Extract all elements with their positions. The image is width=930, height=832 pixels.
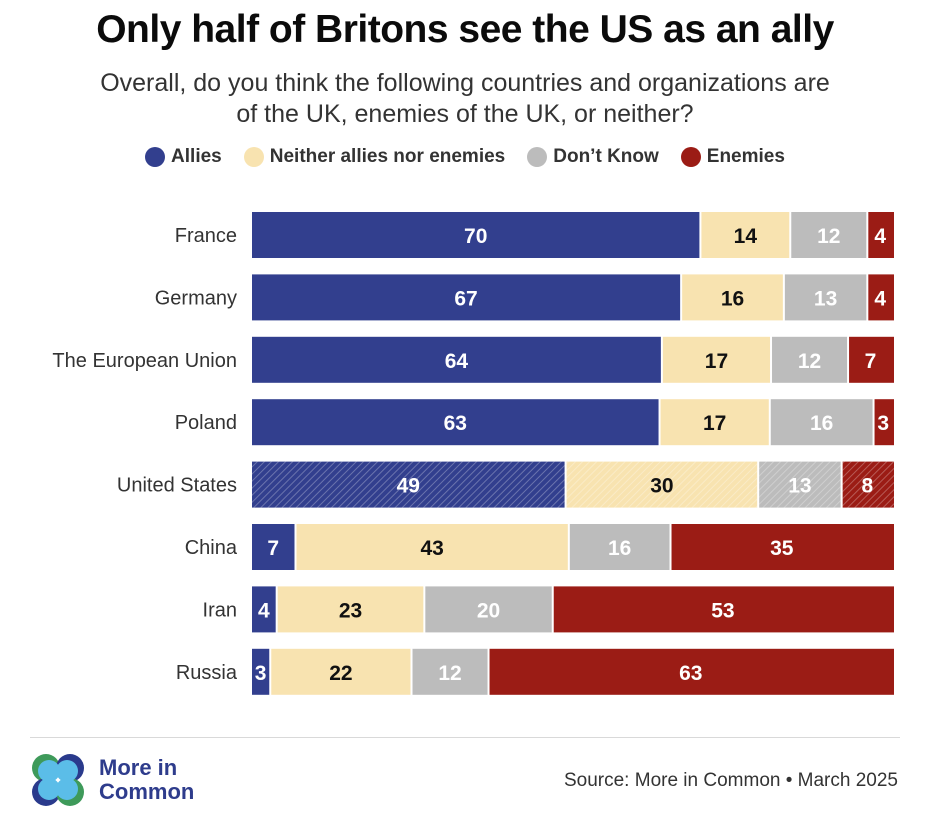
data-label-united-states-enemies: 8 xyxy=(861,475,873,498)
data-label-china-allies: 7 xyxy=(267,537,279,560)
chart-title: Only half of Britons see the US as an al… xyxy=(96,8,834,51)
data-label-united-states-don-t-know: 13 xyxy=(788,475,811,498)
bar-hatch-united-states-enemies xyxy=(842,461,894,508)
data-label-germany-don-t-know: 13 xyxy=(814,287,837,310)
legend-label-allies: Allies xyxy=(171,146,222,167)
legend-item-dont-know: Don’t Know xyxy=(527,146,659,168)
bar-russia-enemies xyxy=(489,648,894,695)
data-label-the-european-union-enemies: 7 xyxy=(865,350,877,373)
data-label-poland-enemies: 3 xyxy=(877,412,889,435)
bar-poland-allies xyxy=(252,399,659,446)
data-label-iran-enemies: 53 xyxy=(711,599,734,622)
bar-france-allies xyxy=(252,212,700,258)
logo-line-1: More in xyxy=(99,755,178,780)
data-label-poland-neither-allies-nor-enemies: 17 xyxy=(703,412,726,435)
data-label-the-european-union-don-t-know: 12 xyxy=(798,350,821,373)
data-label-iran-allies: 4 xyxy=(258,599,270,622)
data-label-china-enemies: 35 xyxy=(770,537,794,560)
data-label-the-european-union-allies: 64 xyxy=(445,350,469,373)
legend-label-dont-know: Don’t Know xyxy=(553,146,659,167)
bar-germany-don-t-know xyxy=(784,274,867,321)
source-note: Source: More in Common • March 2025 xyxy=(563,770,898,791)
legend-item-enemies: Enemies xyxy=(680,146,785,168)
legend-label-neither: Neither allies nor enemies xyxy=(269,146,506,167)
bar-china-enemies xyxy=(671,524,894,570)
bar-poland-neither-allies-nor-enemies xyxy=(660,399,769,446)
bar-russia-don-t-know xyxy=(412,648,488,695)
data-label-iran-don-t-know: 20 xyxy=(477,599,500,622)
data-label-russia-neither-allies-nor-enemies: 22 xyxy=(329,662,352,685)
stacked-bar-chart: France 70 14 12 4 Germany 67 16 13 4 The European … xyxy=(52,212,894,695)
bar-iran-don-t-know xyxy=(425,586,552,633)
category-label-united-states: United States xyxy=(117,475,237,497)
bar-china-neither-allies-nor-enemies xyxy=(296,524,568,570)
subtitle-line-2: of the UK, enemies of the UK, or neither… xyxy=(236,100,694,128)
legend-label-enemies: Enemies xyxy=(706,146,785,167)
bar-france-neither-allies-nor-enemies xyxy=(701,212,790,258)
bar-france-enemies xyxy=(868,212,894,258)
bar-hatch-united-states-allies xyxy=(252,461,565,508)
data-label-united-states-allies: 49 xyxy=(397,475,420,498)
bar-the-european-union-neither-allies-nor-enemies xyxy=(662,336,771,383)
more-in-common-logo-icon xyxy=(32,754,84,806)
bar-hatch-united-states-neither-allies-nor-enemies xyxy=(566,461,758,508)
category-label-germany: Germany xyxy=(155,287,237,309)
data-label-france-don-t-know: 12 xyxy=(817,225,840,248)
data-label-poland-don-t-know: 16 xyxy=(810,412,833,435)
category-label-russia: Russia xyxy=(176,662,238,684)
bar-germany-allies xyxy=(252,274,681,321)
data-label-iran-neither-allies-nor-enemies: 23 xyxy=(339,599,362,622)
data-label-russia-enemies: 63 xyxy=(679,662,702,685)
bar-poland-enemies xyxy=(874,399,894,446)
bar-iran-enemies xyxy=(553,586,894,633)
data-label-germany-allies: 67 xyxy=(454,287,477,310)
data-label-china-neither-allies-nor-enemies: 43 xyxy=(420,537,443,560)
legend-item-neither: Neither allies nor enemies xyxy=(243,146,506,168)
bar-iran-neither-allies-nor-enemies xyxy=(277,586,424,633)
data-label-poland-allies: 63 xyxy=(444,412,467,435)
data-label-france-allies: 70 xyxy=(464,225,487,248)
category-label-china: China xyxy=(185,537,238,559)
category-label-france: France xyxy=(175,225,237,247)
bar-russia-allies xyxy=(252,648,270,695)
bar-france-don-t-know xyxy=(791,212,867,258)
data-label-france-enemies: 4 xyxy=(874,225,886,248)
logo-line-2: Common xyxy=(99,779,195,804)
bar-the-european-union-don-t-know xyxy=(772,336,848,383)
data-label-germany-enemies: 4 xyxy=(874,287,886,310)
bar-the-european-union-enemies xyxy=(849,336,894,383)
legend-swatch-neither xyxy=(243,147,264,167)
category-label-poland: Poland xyxy=(175,412,237,434)
legend-swatch-enemies xyxy=(680,147,701,167)
category-label-the-european-union: The European Union xyxy=(52,350,237,372)
legend-swatch-allies xyxy=(145,147,166,167)
data-label-the-european-union-neither-allies-nor-enemies: 17 xyxy=(705,350,728,373)
bar-hatch-united-states-don-t-know xyxy=(759,461,841,508)
data-label-united-states-neither-allies-nor-enemies: 30 xyxy=(650,475,673,498)
subtitle-line-1: Overall, do you think the following coun… xyxy=(100,69,830,97)
bar-poland-don-t-know xyxy=(770,399,873,446)
logo-wordmark: More in Common xyxy=(99,756,194,804)
footer-divider xyxy=(30,737,900,738)
data-label-russia-allies: 3 xyxy=(255,662,267,685)
bar-iran-allies xyxy=(252,586,276,633)
bar-china-don-t-know xyxy=(569,524,670,570)
data-label-france-neither-allies-nor-enemies: 14 xyxy=(734,225,758,248)
category-label-iran: Iran xyxy=(203,599,237,621)
data-label-china-don-t-know: 16 xyxy=(608,537,631,560)
data-label-germany-neither-allies-nor-enemies: 16 xyxy=(721,287,744,310)
legend: Allies Neither allies nor enemies Don’t … xyxy=(0,146,930,168)
data-label-russia-don-t-know: 12 xyxy=(438,662,461,685)
bar-china-allies xyxy=(252,524,295,570)
bar-the-european-union-allies xyxy=(252,336,661,383)
legend-item-allies: Allies xyxy=(145,146,222,168)
bar-germany-neither-allies-nor-enemies xyxy=(682,274,783,321)
legend-swatch-dont-know xyxy=(527,147,548,167)
bar-germany-enemies xyxy=(868,274,894,321)
chart-subtitle: Overall, do you think the following coun… xyxy=(0,68,930,130)
bar-russia-neither-allies-nor-enemies xyxy=(271,648,411,695)
